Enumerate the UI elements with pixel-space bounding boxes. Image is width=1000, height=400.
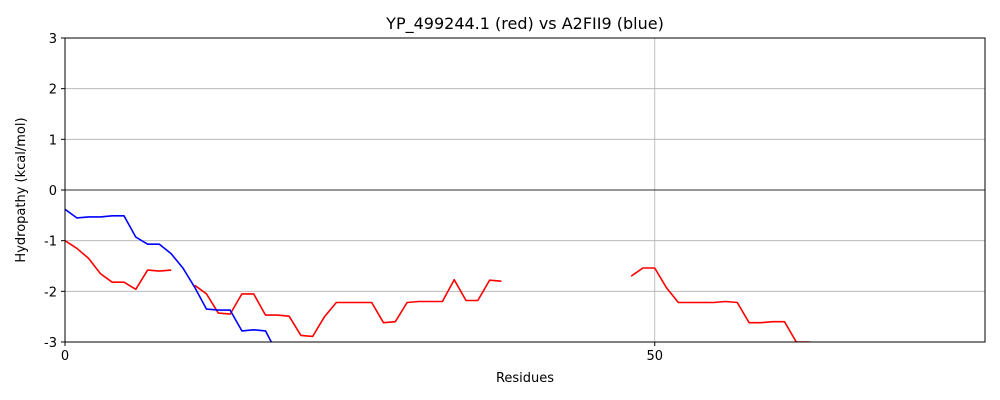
- axis-ticks: -3 -2 -1 0 1 2 3 0 50: [44, 32, 663, 364]
- y-tick-label: -1: [44, 235, 57, 250]
- x-axis-label: Residues: [496, 371, 554, 386]
- x-tick-label: 50: [646, 349, 663, 364]
- y-axis-label: Hydropathy (kcal/mol): [14, 117, 29, 262]
- y-tick-label: 1: [49, 133, 57, 148]
- series-0-line: [65, 240, 172, 291]
- y-tick-label: -2: [44, 285, 57, 300]
- x-tick-label: 0: [61, 349, 69, 364]
- series-0-line: [194, 278, 502, 338]
- y-tick-label: -3: [44, 336, 57, 351]
- y-tick-label: 2: [49, 83, 57, 98]
- chart-title: YP_499244.1 (red) vs A2FII9 (blue): [385, 14, 664, 34]
- y-tick-label: 0: [49, 184, 57, 199]
- y-tick-label: 3: [49, 32, 57, 47]
- series-layer: [65, 208, 818, 342]
- series-1-line: [65, 208, 273, 342]
- series-0-line: [630, 267, 818, 342]
